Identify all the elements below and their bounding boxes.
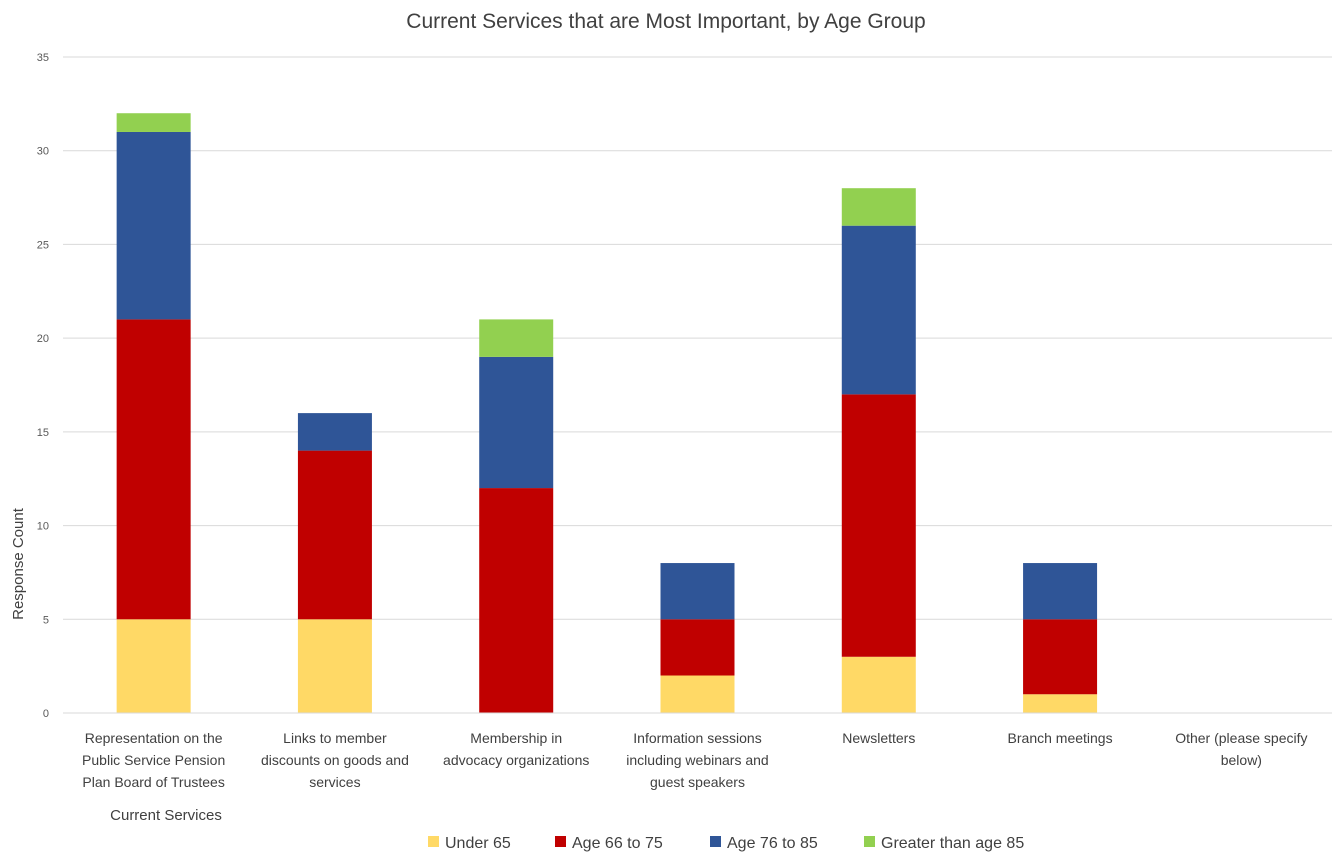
- category-label: Representation on the Public Service Pens…: [82, 730, 225, 790]
- category-label-line: Information sessions: [633, 730, 761, 746]
- bar-segment: [297, 619, 372, 713]
- bar-segment: [479, 356, 554, 489]
- legend-label: Greater than age 85: [881, 835, 1024, 852]
- legend-label: Age 66 to 75: [572, 835, 663, 852]
- y-tick-label: 5: [43, 614, 49, 626]
- y-tick-label: 35: [37, 52, 49, 64]
- category-label-line: Links to member: [283, 730, 387, 746]
- bar-segment: [297, 413, 372, 451]
- bar-segment: [1023, 563, 1098, 620]
- category-label-line: Membership in: [470, 730, 562, 746]
- legend: Under 65 Age 66 to 75 Age 76 to 85 Greater …: [428, 835, 1024, 852]
- category-label-line: advocacy organizations: [443, 752, 589, 768]
- category-labels: Representation on the Public Service Pens…: [82, 730, 1307, 790]
- category-label: Branch meetings: [1008, 730, 1113, 746]
- bar-segment: [660, 619, 735, 676]
- bar-segment: [841, 656, 916, 713]
- y-tick-label: 30: [37, 146, 49, 158]
- gridlines: [63, 56, 1332, 620]
- category-label: Membership in advocacy organizations: [443, 730, 589, 768]
- category-label-line: below): [1221, 752, 1262, 768]
- y-axis-ticks: 0 5 10 15 20 25 30 35: [37, 52, 49, 720]
- legend-label: Under 65: [445, 835, 511, 852]
- category-label-line: services: [309, 774, 360, 790]
- bar-segment: [116, 319, 191, 620]
- category-label-line: Representation on the: [85, 730, 223, 746]
- legend-swatch: [864, 836, 875, 847]
- legend-label: Age 76 to 85: [727, 835, 818, 852]
- category-label-line: Plan Board of Trustees: [82, 774, 224, 790]
- category-label-line: Newsletters: [842, 730, 915, 746]
- bar-segment: [1023, 619, 1098, 695]
- category-label: Other (please specify below): [1175, 730, 1307, 768]
- bar-segment: [297, 450, 372, 620]
- bar-segment: [841, 188, 916, 226]
- bar-segment: [660, 675, 735, 713]
- y-tick-label: 10: [37, 521, 49, 533]
- chart-title: Current Services that are Most Important…: [406, 10, 925, 33]
- category-label-line: Branch meetings: [1008, 730, 1113, 746]
- category-label: Information sessions including webinars a…: [626, 730, 768, 790]
- y-tick-label: 25: [37, 239, 49, 251]
- category-label-line: guest speakers: [650, 774, 745, 790]
- bar-segment: [660, 563, 735, 620]
- bar-segment: [841, 225, 916, 395]
- bar-segment: [841, 394, 916, 657]
- category-label-line: Public Service Pension: [82, 752, 225, 768]
- category-label-line: discounts on goods and: [261, 752, 409, 768]
- bar-segment: [116, 131, 191, 320]
- legend-swatch: [710, 836, 721, 847]
- bar-segment: [1023, 694, 1098, 713]
- bar-segment: [116, 113, 191, 132]
- y-tick-label: 15: [37, 427, 49, 439]
- y-tick-label: 20: [37, 333, 49, 345]
- category-label: Links to member discounts on goods and ser…: [261, 730, 409, 790]
- legend-swatch: [555, 836, 566, 847]
- legend-swatch: [428, 836, 439, 847]
- x-axis-title: Current Services: [110, 807, 222, 824]
- y-tick-label: 0: [43, 708, 49, 720]
- category-label-line: Other (please specify: [1175, 730, 1307, 746]
- bar-segment: [479, 319, 554, 357]
- bar-segment: [479, 488, 554, 713]
- category-label-line: including webinars and: [626, 752, 768, 768]
- bars: [116, 113, 1098, 713]
- bar-segment: [116, 619, 191, 713]
- category-label: Newsletters: [842, 730, 915, 746]
- y-axis-title: Response Count: [10, 507, 27, 620]
